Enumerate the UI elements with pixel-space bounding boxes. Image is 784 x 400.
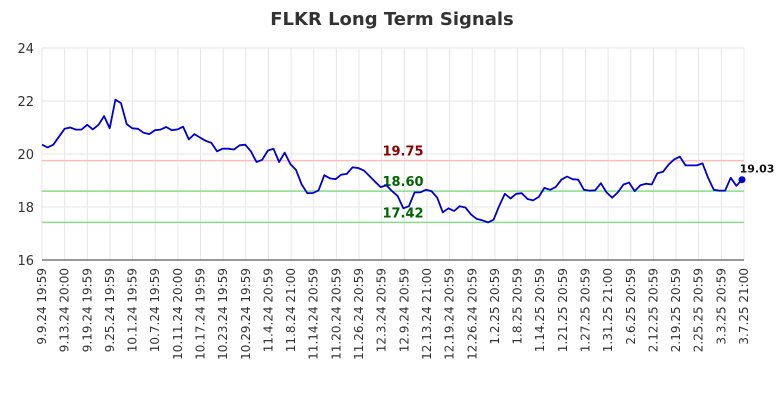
x-tick-label: 10.7.24 19:59	[148, 268, 162, 352]
last-value-label: 19.03	[740, 163, 775, 176]
x-axis: 9.9.24 19:59 9.13.24 20:00 9.19.24 19:59 9.…	[35, 268, 751, 360]
signal-label: 19.75	[382, 145, 423, 160]
x-tick-label: 10.29.24 19:59	[239, 268, 253, 360]
x-tick-label: 9.19.24 19:59	[80, 268, 94, 352]
x-tick-label: 2.6.25 20:59	[624, 268, 638, 345]
x-tick-label: 1.8.25 20:59	[511, 268, 525, 345]
x-tick-label: 12.3.24 20:59	[375, 268, 389, 352]
x-tick-label: 11.20.24 20:59	[329, 268, 343, 360]
x-tick-label: 1.31.25 21:00	[601, 268, 615, 352]
x-tick-label: 10.23.24 19:59	[216, 268, 230, 360]
price-line	[41, 98, 743, 224]
x-tick-label: 1.21.25 20:59	[556, 268, 570, 352]
signal-lines: 19.75 18.60 17.42	[42, 145, 744, 224]
last-point-marker	[738, 176, 746, 184]
x-tick-label: 12.26.24 20:59	[465, 268, 479, 360]
y-tick-label: 20	[17, 148, 34, 163]
y-tick-label: 22	[17, 95, 34, 110]
x-tick-label: 11.14.24 20:59	[307, 268, 321, 360]
x-tick-label: 9.13.24 20:00	[58, 268, 72, 352]
x-tick-label: 12.9.24 20:59	[397, 268, 411, 352]
x-tick-label: 1.14.25 20:59	[533, 268, 547, 352]
x-tick-label: 10.11.24 20:00	[171, 268, 185, 360]
chart-title: FLKR Long Term Signals	[270, 9, 514, 30]
x-tick-label: 9.9.24 19:59	[35, 268, 49, 345]
x-tick-label: 10.17.24 19:59	[194, 268, 208, 360]
x-tick-label: 1.2.25 20:59	[488, 268, 502, 345]
y-axis: 16 18 20 22 24	[17, 42, 744, 269]
x-tick-label: 10.1.24 19:59	[126, 268, 140, 352]
x-tick-label: 9.25.24 19:59	[103, 268, 117, 352]
x-tick-label: 11.8.24 21:00	[284, 268, 298, 352]
x-tick-label: 12.19.24 20:59	[443, 268, 457, 360]
x-tick-label: 3.3.25 20:59	[714, 268, 728, 345]
x-tick-label: 3.7.25 21:00	[737, 268, 751, 345]
y-tick-label: 24	[17, 42, 34, 57]
price-series: 19.03	[41, 98, 775, 224]
signal-label: 17.42	[382, 206, 423, 221]
x-tick-label: 2.12.25 20:59	[646, 268, 660, 352]
x-tick-label: 12.13.24 21:00	[420, 268, 434, 360]
y-tick-label: 16	[17, 254, 34, 269]
signal-label: 18.60	[382, 175, 423, 190]
x-tick-label: 1.27.25 20:59	[578, 268, 592, 352]
x-tick-label: 11.4.24 20:59	[261, 268, 275, 352]
x-tick-label: 2.19.25 20:59	[669, 268, 683, 352]
grid	[41, 47, 745, 261]
y-tick-label: 18	[17, 201, 34, 216]
x-tick-label: 2.25.25 20:59	[692, 268, 706, 352]
x-tick-label: 11.26.24 20:59	[352, 268, 366, 360]
